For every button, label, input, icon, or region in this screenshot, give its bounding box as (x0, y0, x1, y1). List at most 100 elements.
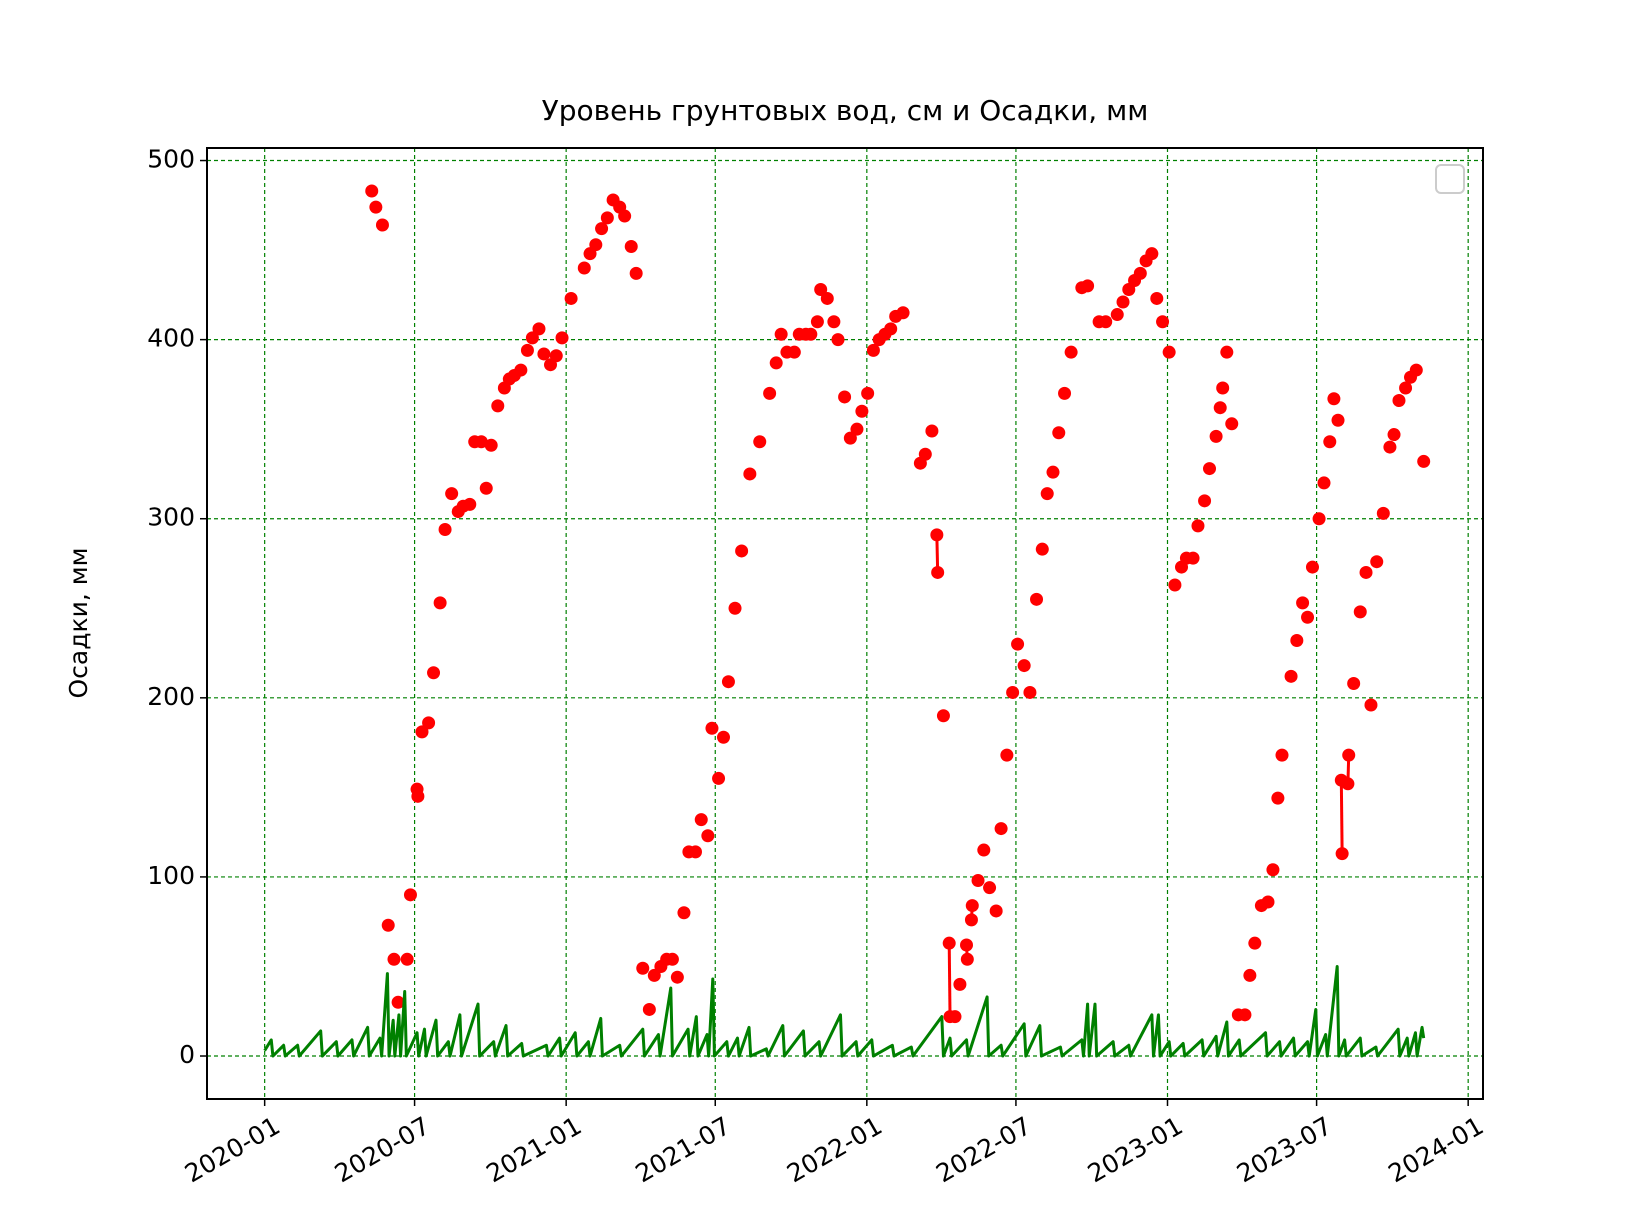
level-point (438, 522, 452, 536)
level-point (1216, 381, 1230, 395)
level-point (743, 467, 757, 481)
level-point (694, 813, 708, 827)
level-point (422, 716, 436, 730)
level-point (1312, 512, 1326, 526)
level-point (1052, 426, 1066, 440)
y-tick-label: 0 (179, 1040, 195, 1069)
level-point (525, 331, 539, 345)
level-point (479, 481, 493, 495)
level-point (1046, 465, 1060, 479)
level-point (769, 356, 783, 370)
level-point (936, 709, 950, 723)
y-tick-label: 100 (147, 861, 195, 890)
level-point (827, 315, 841, 329)
level-point (577, 261, 591, 275)
level-point (763, 386, 777, 400)
level-point (965, 899, 979, 913)
level-point (624, 240, 638, 254)
level-point (884, 322, 898, 336)
level-point (1341, 777, 1355, 791)
level-point (555, 331, 569, 345)
level-point (1335, 847, 1349, 861)
level-point (403, 888, 417, 902)
level-point (670, 970, 684, 984)
level-point (861, 386, 875, 400)
level-point (433, 596, 447, 610)
level-point (983, 881, 997, 895)
level-point (774, 327, 788, 341)
level-point (1370, 555, 1384, 569)
level-point (1296, 596, 1310, 610)
level-point (549, 349, 563, 363)
level-point (1383, 440, 1397, 454)
level-point (953, 977, 967, 991)
level-point (595, 222, 609, 236)
level-point (1317, 476, 1331, 490)
level-point (391, 995, 405, 1009)
level-point (1116, 295, 1130, 309)
level-point (484, 438, 498, 452)
level-point (1220, 345, 1234, 359)
level-point (537, 347, 551, 361)
level-point (1064, 345, 1078, 359)
level-point (989, 904, 1003, 918)
level-line (947, 943, 952, 1017)
level-point (415, 725, 429, 739)
level-point (1248, 936, 1262, 950)
level-point (1387, 428, 1401, 442)
level-point (994, 822, 1008, 836)
level-point (942, 936, 956, 950)
level-point (1271, 791, 1285, 805)
level-point (1006, 685, 1020, 699)
level-point (514, 363, 528, 377)
level-point (1364, 698, 1378, 712)
level-point (1030, 592, 1044, 606)
level-point (1327, 392, 1341, 406)
level-point (1331, 413, 1345, 427)
level-point (1213, 401, 1227, 415)
level-point (977, 843, 991, 857)
level-point (629, 266, 643, 280)
level-point (814, 282, 828, 296)
level-point (463, 497, 477, 511)
level-point (1191, 519, 1205, 533)
level-point (855, 404, 869, 418)
level-point (1409, 363, 1423, 377)
level-point (1238, 1008, 1252, 1022)
level-point (589, 238, 603, 252)
level-point (866, 343, 880, 357)
level-point (838, 390, 852, 404)
level-point (1275, 748, 1289, 762)
level-point (971, 874, 985, 888)
level-point (1417, 454, 1431, 468)
level-point (387, 952, 401, 966)
precip-line (263, 964, 1426, 1058)
level-point (491, 399, 505, 413)
level-point (843, 431, 857, 445)
level-point (1301, 610, 1315, 624)
y-tick-label: 200 (147, 682, 195, 711)
level-point (1035, 542, 1049, 556)
level-point (1323, 435, 1337, 449)
level-point (365, 184, 379, 198)
level-point (445, 487, 459, 501)
level-point (931, 565, 945, 579)
level-point (688, 845, 702, 859)
y-tick-label: 500 (147, 145, 195, 174)
level-point (831, 333, 845, 347)
level-point (1353, 605, 1367, 619)
level-point (721, 675, 735, 689)
level-point (1347, 676, 1361, 690)
level-point (1017, 659, 1031, 673)
level-point (618, 209, 632, 223)
level-point (1133, 266, 1147, 280)
level-point (520, 343, 534, 357)
level-point (1359, 565, 1373, 579)
level-point (918, 447, 932, 461)
level-point (411, 789, 425, 803)
level-point (1342, 748, 1356, 762)
level-point (427, 666, 441, 680)
level-point (1186, 551, 1200, 565)
level-point (960, 952, 974, 966)
